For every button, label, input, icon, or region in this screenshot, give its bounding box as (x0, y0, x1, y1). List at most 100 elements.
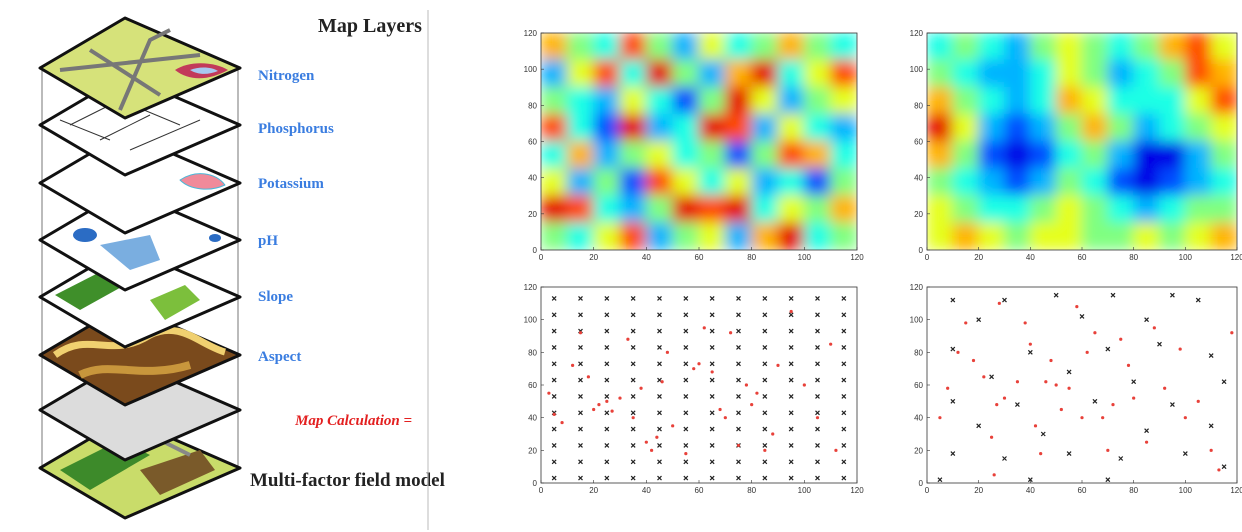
heatmap-cell (567, 195, 594, 223)
heatmap-cell (699, 60, 726, 88)
heatmap-cell (778, 114, 805, 142)
heatmap-cell (646, 114, 673, 142)
scatter-point (671, 424, 674, 427)
heatmap-cell (1107, 87, 1134, 115)
y-tick-label: 40 (914, 414, 923, 423)
heatmap-cell (1159, 168, 1186, 196)
heatmap-cell (1159, 33, 1186, 61)
y-tick-label: 0 (533, 246, 538, 255)
scatter-point (1179, 347, 1182, 350)
heatmap-cell (541, 87, 568, 115)
heatmap-cell (725, 60, 752, 88)
heatmap-cell (751, 60, 778, 88)
scatter-point (547, 392, 550, 395)
scatter-point (1101, 416, 1104, 419)
heatmap-cell (593, 168, 620, 196)
heatmap-cell (1082, 87, 1109, 115)
heatmap-cell (830, 60, 857, 88)
heatmap-cell (927, 114, 954, 142)
heatmap-cell (1056, 222, 1083, 250)
heatmap-cell (1211, 87, 1238, 115)
scatter-point (1184, 416, 1187, 419)
scatter-point (1003, 396, 1006, 399)
heatmap-cell (699, 195, 726, 223)
heatmap-cell (725, 141, 752, 169)
y-tick-label: 20 (528, 210, 537, 219)
scatter-point (611, 410, 614, 413)
heatmap-cell (1107, 222, 1134, 250)
scatter-point (587, 375, 590, 378)
heatmap-cell (1004, 141, 1031, 169)
chart-panel: 020406080100120020406080100120 (910, 29, 1242, 262)
heatmap-cell (1107, 195, 1134, 223)
heatmap-cell (646, 33, 673, 61)
scatter-point (579, 331, 582, 334)
heatmap-cell (830, 87, 857, 115)
heatmap-cell (778, 87, 805, 115)
x-tick-label: 80 (747, 486, 756, 495)
heatmap-cell (1030, 195, 1057, 223)
scatter-point (1055, 383, 1058, 386)
heatmap-cell (672, 33, 699, 61)
heatmap-cell (567, 168, 594, 196)
heatmap-cell (672, 87, 699, 115)
y-tick-label: 0 (533, 479, 538, 488)
scatter-point (1119, 338, 1122, 341)
heatmap-cell (567, 141, 594, 169)
heatmap-cell (699, 222, 726, 250)
diagram-title: Map Layers (318, 15, 422, 37)
scatter-point (1230, 331, 1233, 334)
scatter-point (639, 387, 642, 390)
layer-label: Aspect (258, 349, 301, 365)
heatmap-cell (1133, 114, 1160, 142)
heatmap-cell (952, 114, 979, 142)
x-tick-label: 100 (798, 486, 812, 495)
heatmap-cell (593, 87, 620, 115)
heatmap-cell (778, 141, 805, 169)
heatmap-cell (804, 114, 831, 142)
scatter-point (645, 441, 648, 444)
scatter-point (724, 416, 727, 419)
y-tick-label: 80 (528, 101, 537, 110)
heatmap-cell (620, 87, 647, 115)
chart-panel: 020406080100120020406080100120 (910, 283, 1242, 495)
heatmap-cell (620, 168, 647, 196)
heatmap-cell (1082, 195, 1109, 223)
scatter-point (597, 403, 600, 406)
x-tick-label: 120 (850, 486, 864, 495)
scatter-point (1044, 380, 1047, 383)
heatmap-cell (804, 168, 831, 196)
x-tick-label: 100 (798, 253, 812, 262)
y-tick-label: 80 (528, 348, 537, 357)
heatmap-cell (593, 60, 620, 88)
heatmap-cell (927, 222, 954, 250)
scatter-point (1016, 380, 1019, 383)
heatmap-cell (978, 168, 1005, 196)
heatmap-cell (1185, 33, 1212, 61)
heatmap-cell (541, 222, 568, 250)
heatmap-cell (1133, 222, 1160, 250)
scatter-point (632, 416, 635, 419)
layer-label: Potassium (258, 176, 324, 192)
heatmap-cell (725, 114, 752, 142)
heatmap-cell (927, 195, 954, 223)
heatmap-cell (927, 87, 954, 115)
heatmap-cell (751, 195, 778, 223)
y-tick-label: 80 (914, 101, 923, 110)
heatmap-cell (1211, 33, 1238, 61)
scatter-point (995, 403, 998, 406)
heatmap-cell (927, 60, 954, 88)
scatter-point (990, 436, 993, 439)
heatmap-cell (778, 60, 805, 88)
scatter-point (666, 351, 669, 354)
heatmap-cell (830, 141, 857, 169)
scatter-point (834, 449, 837, 452)
heatmap-cell (778, 168, 805, 196)
heatmap-cell (751, 87, 778, 115)
scatter-point (697, 362, 700, 365)
heatmap-cell (1030, 87, 1057, 115)
y-tick-label: 120 (524, 283, 538, 292)
heatmap-cell (541, 168, 568, 196)
heatmap-cell (620, 141, 647, 169)
scatter-point (745, 383, 748, 386)
